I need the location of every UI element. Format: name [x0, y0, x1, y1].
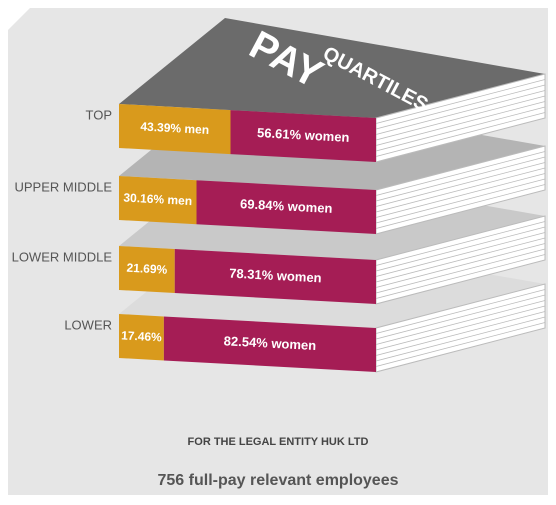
caption: 756 full-pay relevant employees — [158, 472, 399, 489]
category-label: LOWER MIDDLE — [12, 249, 113, 264]
note: FOR THE LEGAL ENTITY HUK LTD — [188, 436, 369, 448]
value-label: 21.69% — [126, 261, 168, 277]
category-label: LOWER — [64, 317, 112, 332]
category-label: UPPER MIDDLE — [14, 179, 112, 194]
value-label: 17.46% — [121, 328, 163, 344]
category-label: TOP — [86, 107, 113, 122]
chart: LOWER17.46%82.54% womenLOWER MIDDLE21.69… — [0, 0, 556, 505]
